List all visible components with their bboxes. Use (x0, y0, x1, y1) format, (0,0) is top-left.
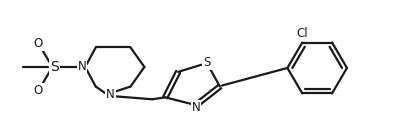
Text: N: N (191, 101, 200, 114)
Text: Cl: Cl (296, 27, 307, 40)
Text: N: N (77, 60, 86, 74)
Text: N: N (106, 88, 115, 101)
Text: O: O (33, 37, 43, 50)
Text: S: S (203, 56, 210, 69)
Text: O: O (33, 84, 43, 97)
Text: S: S (50, 60, 58, 74)
